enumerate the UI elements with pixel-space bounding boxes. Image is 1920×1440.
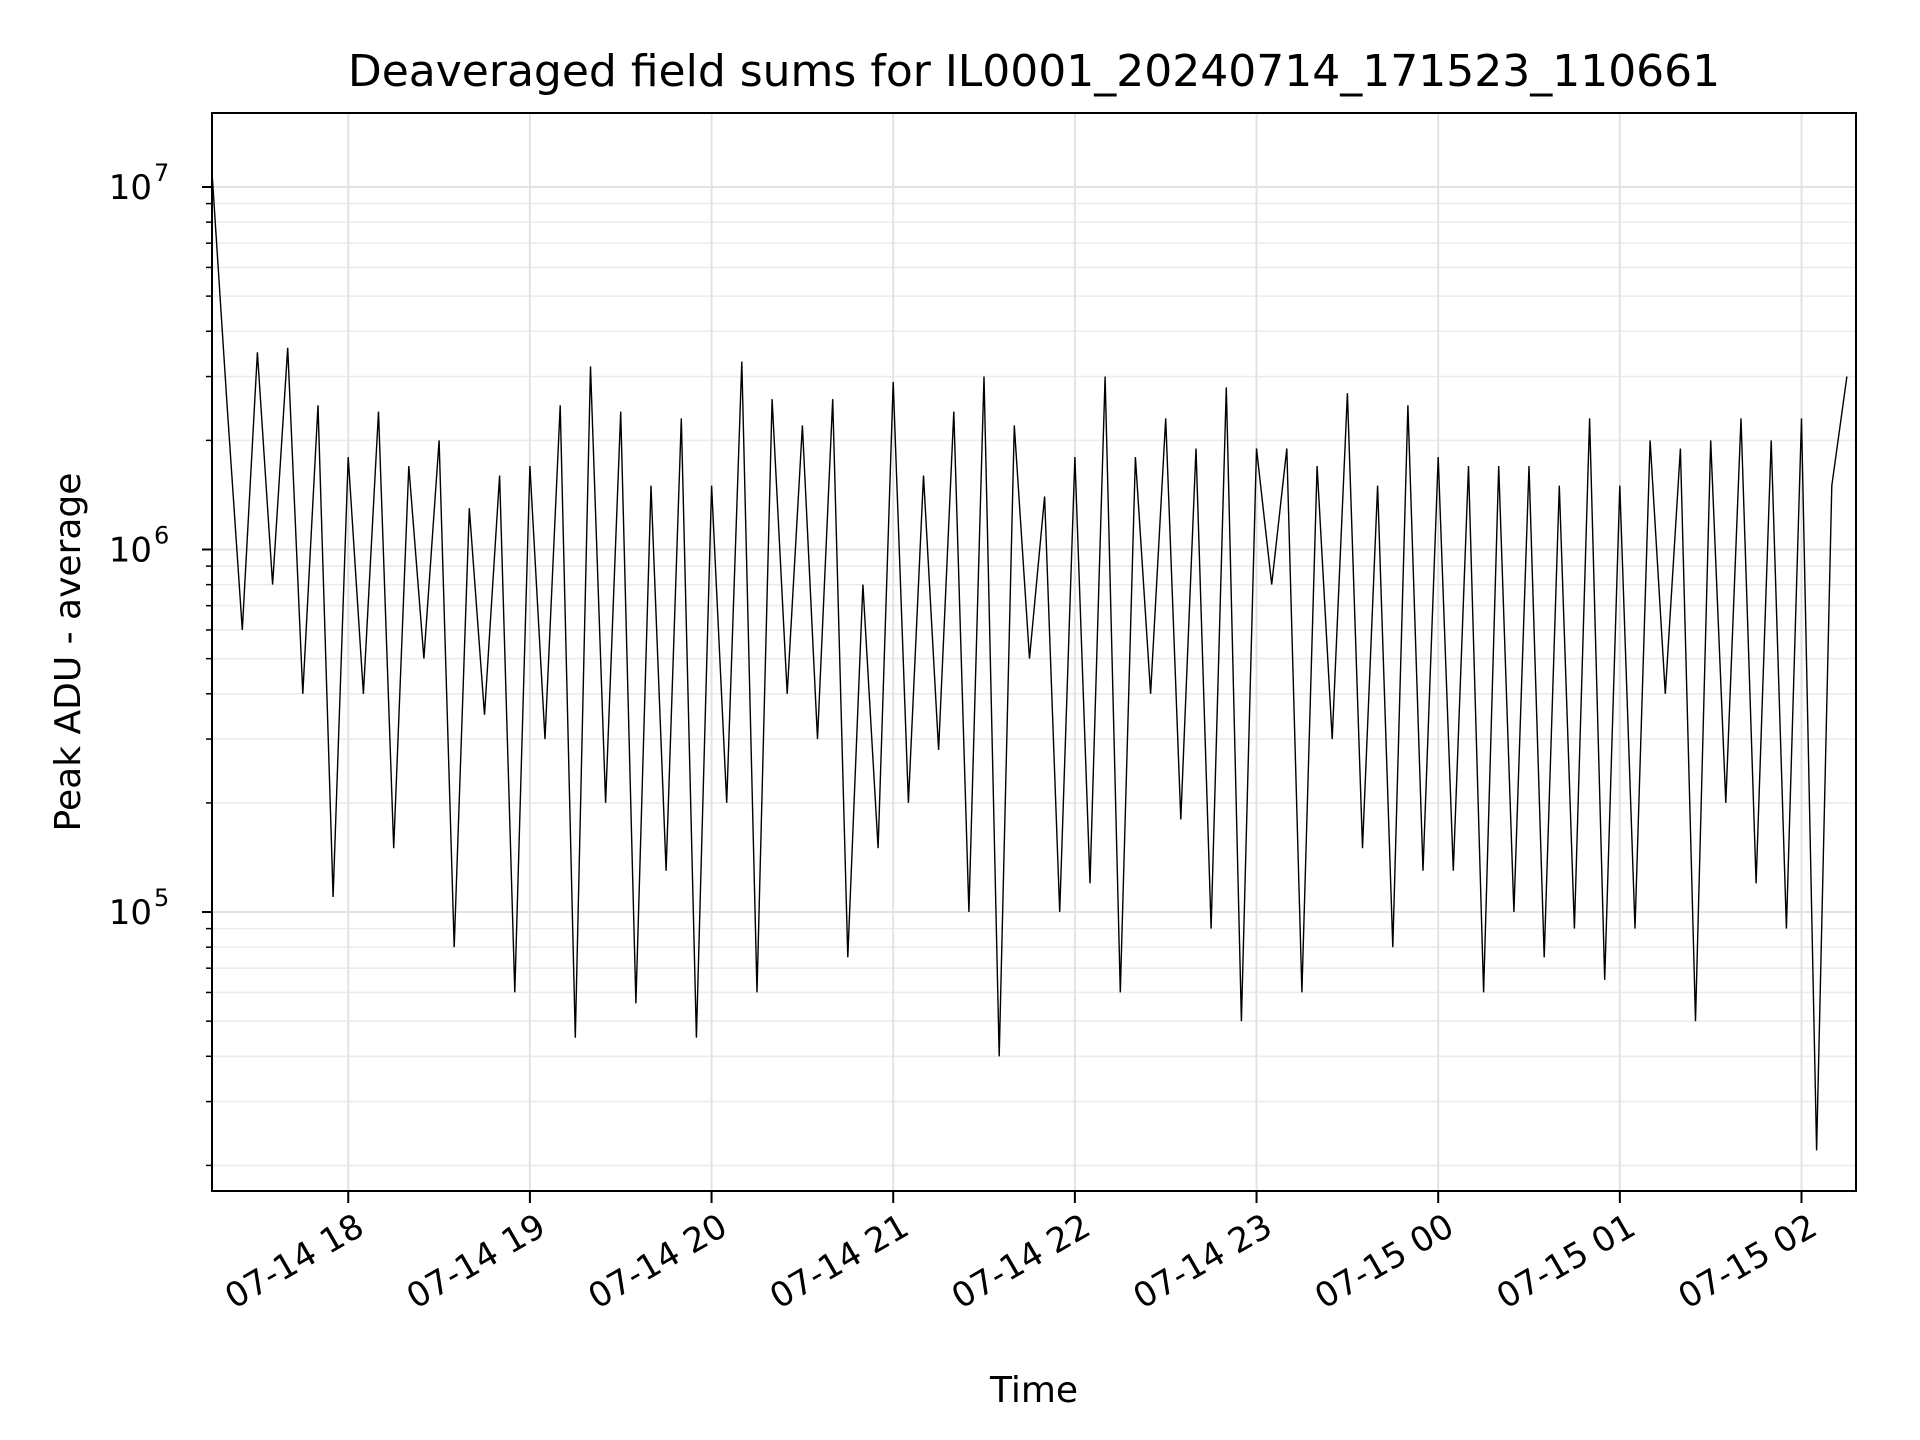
y-tick-label-exponent: 6 [154,522,169,550]
y-axis-label: Peak ADU - average [48,473,89,832]
y-tick-label: 10 [109,531,152,571]
chart-title: Deaveraged field sums for IL0001_2024071… [348,46,1720,97]
y-tick-label: 10 [109,168,152,208]
series-line [211,171,1848,1151]
grid [212,113,1856,1191]
y-tick-label-exponent: 5 [154,884,169,912]
plot-frame [211,112,1857,1192]
series-layer [211,171,1848,1151]
y-tick-label: 10 [109,893,152,933]
y-tick-label-exponent: 7 [154,159,169,187]
x-axis-label: Time [989,1370,1078,1411]
